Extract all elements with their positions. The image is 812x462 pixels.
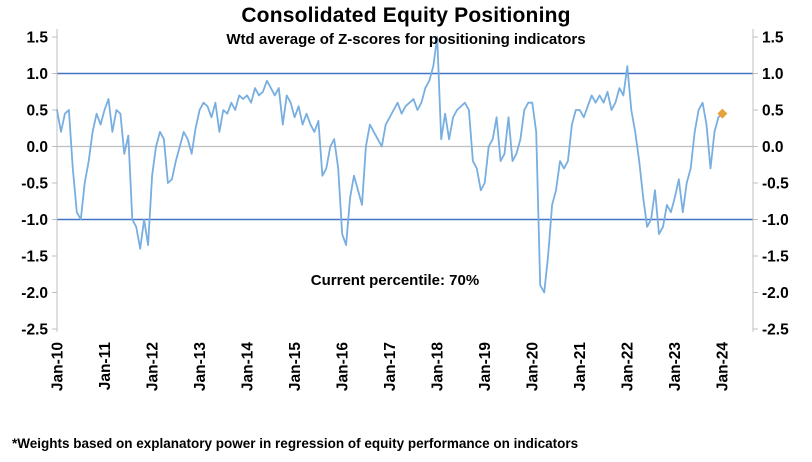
y-tick-label-right: -1.5 bbox=[762, 248, 789, 265]
y-tick-label-right: -0.5 bbox=[762, 175, 789, 192]
x-tick-label: Jan-10 bbox=[49, 342, 66, 391]
y-tick-label-right: 0.5 bbox=[762, 102, 784, 119]
last-point-marker bbox=[717, 108, 728, 119]
chart-subtitle: Wtd average of Z-scores for positioning … bbox=[226, 31, 586, 48]
y-tick-label-right: -2.5 bbox=[762, 321, 789, 338]
y-tick-label-right: 1.5 bbox=[762, 29, 784, 46]
y-tick-label-left: -1.5 bbox=[21, 248, 48, 265]
y-tick-label-right: -2.0 bbox=[762, 285, 789, 302]
x-tick-label: Jan-13 bbox=[192, 342, 209, 391]
series-line bbox=[56, 36, 724, 294]
x-tick-label: Jan-19 bbox=[477, 342, 494, 391]
x-tick-label: Jan-14 bbox=[239, 342, 256, 391]
y-tick-label-right: 1.0 bbox=[762, 66, 784, 83]
y-tick-label-left: -2.5 bbox=[21, 321, 48, 338]
y-tick-label-left: -2.0 bbox=[21, 285, 48, 302]
chart-title: Consolidated Equity Positioning bbox=[241, 4, 571, 27]
y-tick-label-left: 1.5 bbox=[26, 29, 48, 46]
y-tick-label-left: 0.5 bbox=[26, 102, 48, 119]
x-tick-label: Jan-18 bbox=[429, 342, 446, 391]
x-tick-label: Jan-21 bbox=[572, 342, 589, 391]
x-tick-label: Jan-12 bbox=[144, 342, 161, 391]
x-tick-label: Jan-11 bbox=[97, 342, 114, 391]
x-tick-label: Jan-20 bbox=[525, 342, 542, 391]
x-tick-label: Jan-22 bbox=[620, 342, 637, 391]
chart-footnote: *Weights based on explanatory power in r… bbox=[12, 436, 579, 451]
y-tick-label-left: -1.0 bbox=[21, 212, 48, 229]
y-tick-label-left: -0.5 bbox=[21, 175, 48, 192]
x-tick-label: Jan-23 bbox=[667, 342, 684, 391]
y-tick-label-left: 0.0 bbox=[26, 139, 48, 156]
y-tick-label-right: -1.0 bbox=[762, 212, 789, 229]
x-tick-label: Jan-16 bbox=[334, 342, 351, 391]
y-tick-label-left: 1.0 bbox=[26, 66, 48, 83]
current-percentile-annotation: Current percentile: 70% bbox=[310, 272, 480, 289]
x-tick-label: Jan-17 bbox=[382, 342, 399, 391]
x-tick-label: Jan-15 bbox=[287, 342, 304, 391]
x-tick-label: Jan-24 bbox=[715, 342, 732, 391]
y-tick-label-right: 0.0 bbox=[762, 139, 784, 156]
